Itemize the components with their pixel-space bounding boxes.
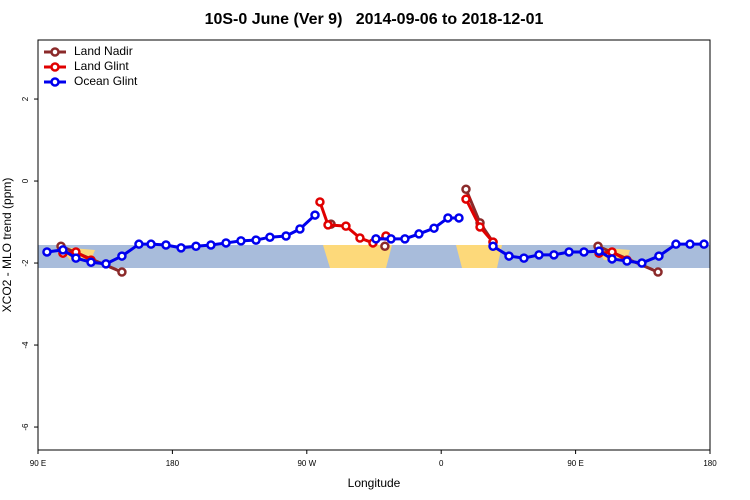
- data-point: [622, 256, 632, 266]
- data-point: [654, 251, 664, 261]
- x-tick-label: 180: [166, 459, 180, 468]
- data-point: [461, 194, 471, 204]
- data-point: [386, 234, 396, 244]
- data-point: [454, 213, 464, 223]
- data-point: [310, 210, 320, 220]
- data-point: [58, 245, 68, 255]
- y-tick-label: 0: [21, 178, 30, 183]
- data-point: [42, 247, 52, 257]
- data-point: [429, 223, 439, 233]
- data-point: [549, 250, 559, 260]
- data-point: [488, 241, 498, 251]
- data-point: [86, 257, 96, 267]
- land-africa: [456, 245, 502, 268]
- data-point: [221, 238, 231, 248]
- data-point: [685, 239, 695, 249]
- data-point: [443, 213, 453, 223]
- data-point: [101, 259, 111, 269]
- data-point: [134, 239, 144, 249]
- data-point: [699, 239, 709, 249]
- data-point: [414, 229, 424, 239]
- legend-marker: [50, 47, 60, 57]
- data-point: [671, 239, 681, 249]
- data-point: [607, 254, 617, 264]
- data-point: [594, 246, 604, 256]
- data-point: [400, 234, 410, 244]
- data-point: [71, 253, 81, 263]
- data-point: [341, 221, 351, 231]
- data-point: [534, 250, 544, 260]
- data-point: [475, 222, 485, 232]
- x-tick-label: 0: [439, 459, 444, 468]
- x-tick-label: 180: [703, 459, 717, 468]
- data-point: [355, 233, 365, 243]
- data-point: [653, 267, 663, 277]
- data-point: [461, 184, 471, 194]
- data-point: [146, 239, 156, 249]
- data-point: [161, 240, 171, 250]
- data-point: [579, 247, 589, 257]
- data-point: [380, 241, 390, 251]
- y-tick-label: 2: [21, 96, 30, 101]
- data-point: [564, 247, 574, 257]
- legend-label: Ocean Glint: [74, 74, 138, 88]
- x-tick-label: 90 W: [297, 459, 316, 468]
- y-tick-label: -6: [21, 423, 30, 431]
- data-point: [117, 267, 127, 277]
- data-point: [519, 253, 529, 263]
- chart-title: 10S-0 June (Ver 9) 2014-09-06 to 2018-12…: [205, 11, 544, 28]
- legend-label: Land Glint: [74, 59, 129, 73]
- data-point: [236, 236, 246, 246]
- data-point: [191, 241, 201, 251]
- data-point: [504, 251, 514, 261]
- land-south-america: [323, 245, 392, 268]
- x-tick-label: 90 E: [567, 459, 583, 468]
- plot-frame: [37, 39, 711, 451]
- data-point: [251, 235, 261, 245]
- x-tick-label: 90 E: [30, 459, 46, 468]
- y-tick-label: -4: [21, 341, 30, 349]
- legend-marker: [50, 62, 60, 72]
- data-point: [295, 224, 305, 234]
- data-point: [281, 231, 291, 241]
- legend-label: Land Nadir: [74, 44, 133, 58]
- data-point: [206, 240, 216, 250]
- data-point: [637, 258, 647, 268]
- y-tick-label: -2: [21, 259, 30, 267]
- legend-marker: [50, 77, 60, 87]
- y-axis-label: XCO2 - MLO trend (ppm): [0, 178, 14, 313]
- data-point: [371, 234, 381, 244]
- data-point: [265, 232, 275, 242]
- data-point: [323, 220, 333, 230]
- data-point: [176, 243, 186, 253]
- x-axis-label: Longitude: [348, 476, 401, 490]
- data-point: [315, 197, 325, 207]
- data-point: [117, 251, 127, 261]
